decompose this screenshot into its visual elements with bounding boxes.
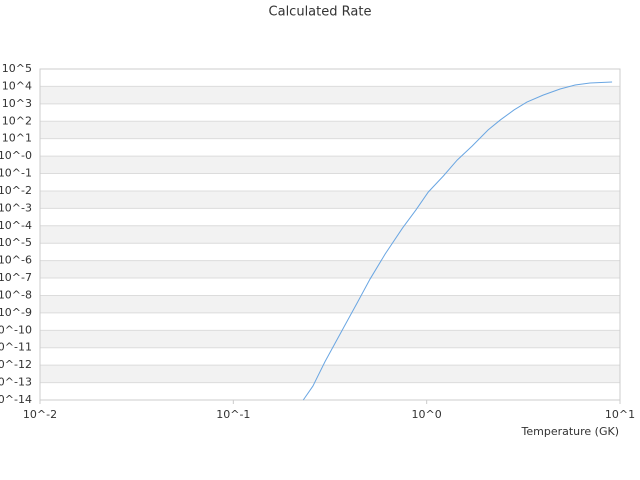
y-tick-label: 10^-1 xyxy=(0,167,32,180)
x-tick-label: 10^0 xyxy=(412,408,442,421)
grid-band xyxy=(40,190,620,209)
grid-band xyxy=(40,225,620,244)
y-tick-label: 10^-12 xyxy=(0,358,32,371)
grid-band xyxy=(40,86,620,104)
y-tick-label: 10^-9 xyxy=(0,306,32,319)
grid-band xyxy=(40,365,620,383)
plot-frame xyxy=(39,68,621,401)
grid-band xyxy=(40,121,620,139)
x-tick-label: 10^-1 xyxy=(216,408,250,421)
y-tick-label: 10^-8 xyxy=(0,288,32,301)
grid-band xyxy=(40,260,620,279)
y-tick-label: 10^-13 xyxy=(0,376,32,389)
y-tick-label: 10^-6 xyxy=(0,254,32,267)
y-tick-label: 10^-10 xyxy=(0,323,32,336)
y-tick-label: 10^4 xyxy=(2,79,32,92)
y-tick-label: 10^-2 xyxy=(0,184,32,197)
x-axis-label: Temperature (GK) xyxy=(521,425,620,438)
grid-band xyxy=(40,156,620,174)
y-tick-label: 10^1 xyxy=(2,132,32,145)
x-tick-label: 10^-2 xyxy=(23,408,57,421)
grid-band xyxy=(40,295,620,313)
y-tick-label: 10^-3 xyxy=(0,201,32,214)
y-tick-label: 10^-5 xyxy=(0,236,32,249)
y-tick-label: 10^-4 xyxy=(0,219,32,232)
y-tick-label: 10^2 xyxy=(2,114,32,127)
data-line xyxy=(302,81,613,401)
chart-title: Calculated Rate xyxy=(269,5,372,20)
y-tick-label: 10^-0 xyxy=(0,149,32,162)
grid-band xyxy=(40,330,620,348)
y-tick-label: 10^5 xyxy=(2,62,32,75)
y-tick-label: 10^3 xyxy=(2,97,32,110)
y-tick-label: 10^-7 xyxy=(0,271,32,284)
x-tick-label: 10^1 xyxy=(605,408,635,421)
y-tick-label: 10^-14 xyxy=(0,393,32,406)
y-tick-label: 10^-11 xyxy=(0,341,32,354)
